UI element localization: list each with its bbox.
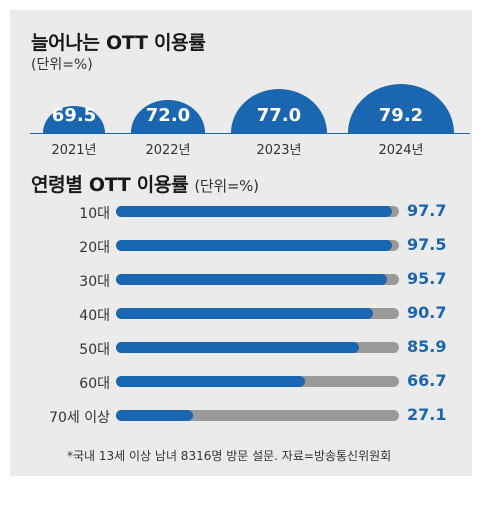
chart1-unit: (단위=%): [31, 57, 93, 73]
age-label: 20대: [79, 240, 110, 256]
bar-fill: [116, 410, 193, 421]
year-value-label: 77.0: [256, 105, 302, 126]
age-label: 40대: [79, 308, 110, 324]
year-label: 2024년: [378, 143, 424, 158]
bar-fill: [116, 240, 392, 251]
bar-fill: [116, 376, 305, 387]
bar-value-label: 85.9: [407, 337, 447, 356]
chart1-title: 늘어나는 OTT 이용률: [31, 32, 206, 54]
bar-track: [116, 410, 399, 421]
age-label: 50대: [79, 342, 110, 358]
footnote: *국내 13세 이상 남녀 8316명 방문 설문. 자료=방송통신위원회: [67, 449, 392, 463]
age-label: 70세 이상: [49, 410, 110, 426]
year-label: 2022년: [145, 143, 191, 158]
bar-fill: [116, 308, 373, 319]
chart2-unit: (단위=%): [194, 177, 259, 195]
dome-baseline: [30, 133, 470, 134]
chart2-title-text: 연령별 OTT 이용률: [31, 174, 189, 196]
bar-value-label: 95.7: [407, 269, 447, 288]
year-value-label: 69.5: [51, 105, 97, 126]
age-label: 10대: [79, 206, 110, 222]
year-value-label: 72.0: [145, 105, 191, 126]
age-label: 30대: [79, 274, 110, 290]
bar-fill: [116, 274, 387, 285]
bar-value-label: 97.7: [407, 201, 447, 220]
bar-value-label: 66.7: [407, 371, 447, 390]
bar-fill: [116, 342, 360, 353]
year-value-label: 79.2: [378, 105, 424, 126]
year-label: 2023년: [256, 143, 302, 158]
chart2-title: 연령별 OTT 이용률 (단위=%): [31, 170, 259, 197]
age-label: 60대: [79, 376, 110, 392]
bar-value-label: 27.1: [407, 405, 447, 424]
bar-value-label: 97.5: [407, 235, 447, 254]
infographic-panel: 늘어나는 OTT 이용률 (단위=%) 69.5 2021년 72.0 2022년 77…: [10, 10, 472, 476]
bar-fill: [116, 206, 393, 217]
year-label: 2021년: [51, 143, 97, 158]
bar-value-label: 90.7: [407, 303, 447, 322]
